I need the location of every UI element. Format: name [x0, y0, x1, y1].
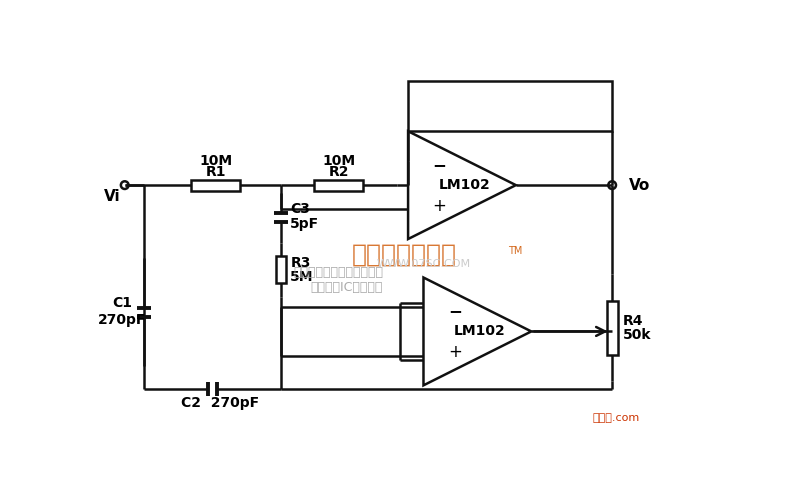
Text: WWW.07SC.COM: WWW.07SC.COM	[377, 258, 470, 269]
Text: 5M: 5M	[290, 270, 314, 284]
Circle shape	[608, 182, 616, 189]
Text: Vi: Vi	[104, 189, 121, 204]
Text: R4: R4	[623, 314, 644, 328]
Text: −: −	[447, 302, 462, 320]
Text: C2  270pF: C2 270pF	[181, 396, 259, 410]
Text: 50k: 50k	[623, 328, 652, 342]
Text: C3: C3	[290, 202, 310, 215]
Text: LM102: LM102	[455, 324, 506, 338]
Text: TM: TM	[508, 246, 523, 256]
Text: +: +	[433, 197, 447, 214]
Text: 全球最大IC采购网站: 全球最大IC采购网站	[310, 281, 382, 294]
Text: −: −	[433, 156, 447, 174]
Text: 杭州维库仪器仪表有限公司: 杭州维库仪器仪表有限公司	[294, 266, 384, 279]
Text: 接线图.com: 接线图.com	[593, 413, 640, 424]
Bar	[191, 180, 240, 191]
Text: 维库电子市场网: 维库电子市场网	[352, 242, 457, 266]
Text: 10M: 10M	[322, 154, 356, 168]
Text: C1: C1	[112, 296, 133, 310]
Polygon shape	[423, 277, 531, 385]
Text: LM102: LM102	[439, 178, 491, 192]
Text: Vo: Vo	[629, 178, 650, 193]
Circle shape	[121, 182, 129, 189]
Text: R1: R1	[206, 165, 226, 179]
Text: R2: R2	[329, 165, 349, 179]
Bar	[314, 180, 363, 191]
Polygon shape	[408, 131, 516, 239]
Text: +: +	[447, 343, 462, 361]
Text: 270pF: 270pF	[98, 313, 147, 327]
Text: 10M: 10M	[199, 154, 232, 168]
Bar	[408, 81, 612, 131]
Bar	[276, 257, 287, 283]
Text: R3: R3	[290, 256, 311, 270]
Text: 5pF: 5pF	[290, 217, 319, 231]
Bar	[607, 301, 618, 354]
